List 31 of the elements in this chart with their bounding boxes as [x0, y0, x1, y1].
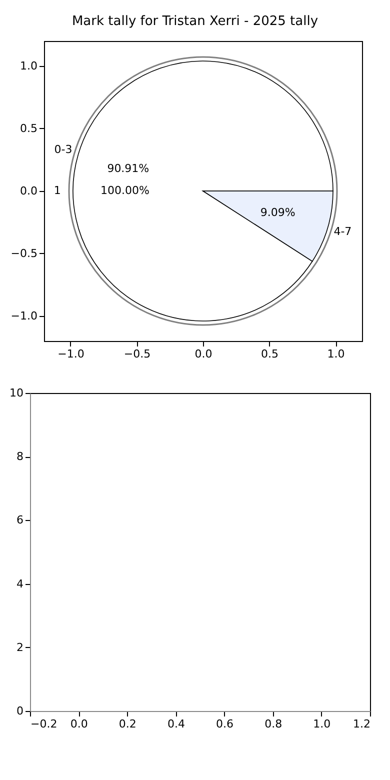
x-tick-label: −1.0 [58, 348, 84, 360]
y-tick-label: 2 [16, 640, 24, 654]
y-tick-label: 0 [16, 704, 24, 718]
y-tick-label: 4 [16, 577, 24, 590]
x-tick-label: −0.5 [124, 348, 151, 360]
slice-label: 0-3 [54, 142, 72, 156]
data-label: 100.00% [100, 184, 150, 197]
data-label: 90.91% [107, 162, 150, 176]
y-tick-label: 8 [16, 450, 24, 464]
x-tick-label: 0.5 [261, 348, 278, 360]
chart-title: Mark tally for Tristan Xerri - 2025 tally [70, 14, 320, 29]
slice-label: 1 [54, 184, 61, 197]
y-tick-label: 10 [10, 386, 24, 400]
data-label: 9.09% [260, 206, 296, 219]
y-tick-label: −0.5 [10, 247, 38, 260]
x-tick-label: 1.2 [353, 718, 370, 730]
x-tick-label: 0.4 [167, 718, 185, 730]
y-tick-label: 0.5 [20, 122, 38, 135]
y-tick-label: 6 [16, 514, 24, 527]
x-tick-label: 1.0 [313, 718, 331, 730]
x-tick-label: −0.2 [30, 718, 58, 730]
x-tick-label: 0.0 [70, 718, 88, 730]
y-tick-label: 1.0 [20, 60, 38, 72]
x-tick-label: 0.8 [264, 718, 282, 730]
x-tick-label: 0.2 [118, 718, 136, 730]
y-tick-label: 0.0 [20, 184, 38, 198]
x-tick-label: 1.0 [327, 348, 345, 360]
y-tick-label: −1.0 [10, 310, 38, 322]
x-tick-label: 0.6 [216, 718, 234, 730]
x-tick-label: 0.0 [194, 348, 212, 360]
slice-label: 4-7 [334, 225, 352, 238]
